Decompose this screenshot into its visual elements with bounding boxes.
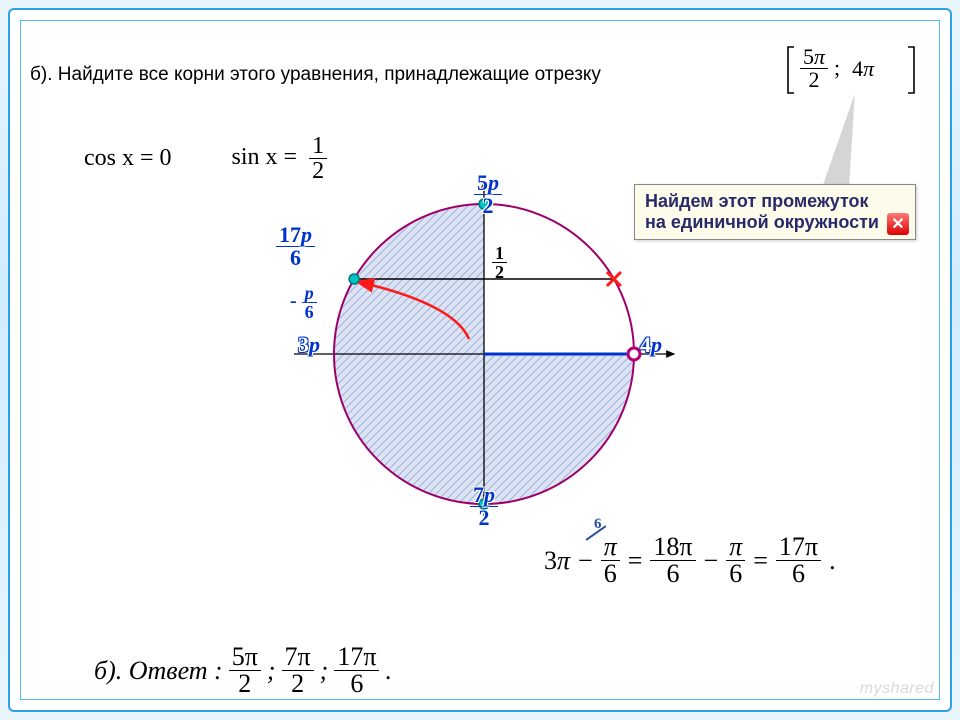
answer-line: б). Ответ : 5π2 ; 7π2 ; 17π6 . xyxy=(94,644,392,697)
label-half: 12 xyxy=(492,244,507,281)
watermark: myshared xyxy=(860,680,934,698)
diagram-svg xyxy=(284,174,684,534)
label-4pi: 4p xyxy=(640,332,662,358)
task-text: б). Найдите все корни этого уравнения, п… xyxy=(30,64,601,86)
calc-equation: 3π − π6 = 18π6 − π6 = 17π6 . xyxy=(544,534,836,587)
label-3pi: 3p xyxy=(298,332,320,358)
unit-circle-diagram: 5p2 17p6 - p6 3p 4p 7p2 12 xyxy=(284,174,684,534)
label-7pi2: 7p2 xyxy=(470,484,498,529)
interval-lower-frac: 5π 2 xyxy=(800,46,828,91)
interval-sep: ; xyxy=(834,55,840,81)
answer-label: б). Ответ : xyxy=(94,656,223,686)
close-icon[interactable]: ✕ xyxy=(887,213,909,235)
task-prefix: б). xyxy=(30,64,58,85)
label-negpi6: - p6 xyxy=(290,284,317,321)
label-17pi6: 17p6 xyxy=(276,224,315,269)
interval-box: 5π 2 ; 4π xyxy=(786,42,916,98)
content-area: б). Найдите все корни этого уравнения, п… xyxy=(24,24,936,696)
eq-cos: cos x = 0 xyxy=(84,145,172,172)
callout-pointer xyxy=(823,94,858,184)
hint-box: Найдем этот промежуток на единичной окру… xyxy=(634,184,916,240)
task-body: Найдите все корни этого уравнения, прина… xyxy=(58,64,601,85)
label-5pi2: 5p2 xyxy=(474,172,502,217)
hint-line2: на единичной окружности xyxy=(645,212,905,233)
hint-line1: Найдем этот промежуток xyxy=(645,191,905,212)
